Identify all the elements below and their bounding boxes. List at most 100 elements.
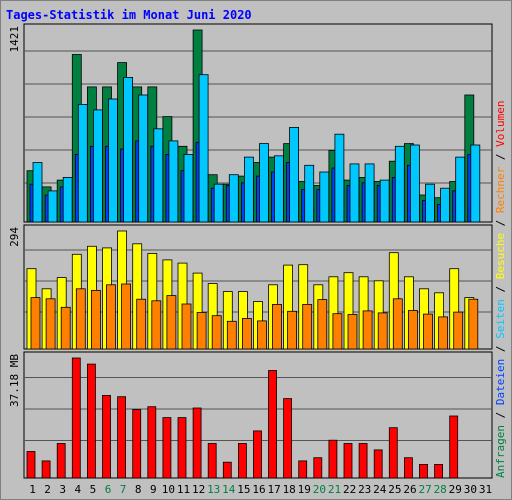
bar-volumen-day-13 bbox=[207, 443, 217, 479]
bar-rechner-day-16 bbox=[257, 320, 267, 350]
legend-entry: / bbox=[494, 286, 507, 299]
bar-rechner-day-14 bbox=[226, 320, 237, 350]
bar-rechner-day-22 bbox=[347, 314, 358, 350]
bar-rechner-day-18 bbox=[287, 310, 298, 350]
x-tick-label: 11 bbox=[177, 483, 190, 496]
bar-seiten-day-26 bbox=[409, 144, 420, 223]
bar-seiten-day-28 bbox=[440, 187, 451, 223]
bar-seiten-day-15 bbox=[243, 156, 254, 223]
legend-entry: / bbox=[494, 412, 507, 425]
bar-volumen-day-16 bbox=[253, 430, 262, 479]
bar-rechner-day-4 bbox=[75, 288, 86, 350]
bar-rechner-day-1 bbox=[30, 297, 41, 350]
bar-volumen-day-15 bbox=[237, 443, 247, 479]
right-legend: Anfragen / Dateien / Seiten / Besuche / … bbox=[494, 100, 507, 478]
bar-rechner-day-28 bbox=[438, 316, 449, 350]
panel-visits-ymax-label: 294 bbox=[8, 227, 21, 247]
x-tick-label: 22 bbox=[343, 483, 356, 496]
bar-rechner-day-10 bbox=[166, 295, 177, 350]
x-tick-label: 10 bbox=[162, 483, 175, 496]
legend-entry: Seiten bbox=[494, 299, 507, 345]
bar-volumen-day-29 bbox=[449, 415, 459, 479]
x-tick-label: 13 bbox=[207, 483, 220, 496]
legend-entry: / bbox=[494, 220, 507, 233]
bar-seiten-day-2 bbox=[47, 190, 58, 223]
bar-seiten-day-7 bbox=[123, 77, 133, 223]
bar-seiten-day-14 bbox=[228, 174, 239, 223]
bar-rechner-day-11 bbox=[181, 303, 192, 350]
x-tick-label: 15 bbox=[237, 483, 250, 496]
bar-rechner-day-15 bbox=[241, 318, 252, 350]
x-tick-label: 28 bbox=[434, 483, 447, 496]
bar-seiten-day-23 bbox=[364, 163, 375, 223]
bar-rechner-day-12 bbox=[196, 312, 207, 350]
x-tick-label: 12 bbox=[192, 483, 205, 496]
panel-visits: 294 bbox=[8, 224, 493, 350]
bar-rechner-day-24 bbox=[377, 312, 388, 350]
bar-seiten-day-29 bbox=[455, 156, 466, 223]
bar-volumen-day-4 bbox=[71, 357, 81, 479]
legend-entry: Dateien bbox=[494, 359, 507, 412]
x-tick-label: 25 bbox=[388, 483, 401, 496]
bar-seiten-day-11 bbox=[183, 153, 194, 223]
x-tick-label: 18 bbox=[283, 483, 296, 496]
bar-volumen-day-14 bbox=[222, 461, 232, 479]
bar-rechner-day-5 bbox=[91, 289, 101, 350]
x-tick-label: 21 bbox=[328, 483, 341, 496]
x-tick-label: 2 bbox=[44, 483, 51, 496]
x-tick-label: 16 bbox=[252, 483, 265, 496]
x-tick-label: 23 bbox=[358, 483, 371, 496]
bar-rechner-day-6 bbox=[106, 284, 116, 350]
bar-rechner-day-21 bbox=[332, 313, 343, 350]
bar-volumen-day-10 bbox=[162, 417, 172, 479]
x-axis-labels: 1 2 3 4 5 6 7 8 9 10 11 12 13 14 15 16 17 18 19 20 21 22 23 24 2… bbox=[29, 483, 492, 496]
bar-rechner-day-13 bbox=[211, 315, 222, 350]
bar-volumen-day-8 bbox=[132, 409, 142, 479]
x-tick-label: 19 bbox=[298, 483, 311, 496]
bar-rechner-day-7 bbox=[121, 283, 131, 350]
bar-volumen-day-24 bbox=[373, 449, 383, 479]
bar-seiten-day-21 bbox=[334, 133, 345, 223]
bar-rechner-day-25 bbox=[392, 298, 403, 350]
x-tick-label: 27 bbox=[418, 483, 431, 496]
x-tick-label: 6 bbox=[105, 483, 112, 496]
bar-volumen-day-1 bbox=[26, 451, 36, 479]
bar-volumen-day-5 bbox=[87, 363, 96, 479]
legend-entry: / bbox=[494, 153, 507, 166]
bar-seiten-day-20 bbox=[319, 171, 330, 223]
x-tick-label: 14 bbox=[222, 483, 236, 496]
bar-seiten-day-13 bbox=[213, 183, 224, 223]
bar-rechner-day-26 bbox=[407, 310, 418, 350]
bar-volumen-day-6 bbox=[102, 394, 111, 479]
x-tick-label: 1 bbox=[29, 483, 36, 496]
bar-seiten-day-8 bbox=[138, 94, 149, 223]
x-tick-label: 31 bbox=[479, 483, 492, 496]
legend-entry: Besuche bbox=[494, 233, 507, 286]
bar-volumen-day-2 bbox=[41, 460, 51, 479]
x-tick-label: 9 bbox=[150, 483, 157, 496]
bar-rechner-day-23 bbox=[362, 310, 373, 350]
bar-seiten-day-18 bbox=[289, 127, 300, 223]
bar-seiten-day-3 bbox=[62, 176, 73, 223]
x-tick-label: 8 bbox=[135, 483, 142, 496]
chart-panels: 1421 294 37.18 MB bbox=[8, 23, 493, 479]
bar-seiten-day-19 bbox=[304, 164, 315, 223]
bar-volumen-day-25 bbox=[388, 427, 398, 479]
bar-volumen-day-20 bbox=[313, 457, 323, 479]
bar-seiten-day-9 bbox=[153, 128, 164, 223]
x-tick-label: 24 bbox=[373, 483, 387, 496]
legend-entry: Rechner bbox=[494, 166, 507, 219]
bar-volumen-day-22 bbox=[343, 443, 353, 479]
bar-seiten-day-4 bbox=[77, 104, 88, 223]
legend-entry: / bbox=[494, 346, 507, 359]
bar-volumen-day-21 bbox=[328, 439, 338, 479]
bar-volumen-day-28 bbox=[434, 463, 444, 479]
x-tick-label: 7 bbox=[120, 483, 127, 496]
bar-volumen-day-12 bbox=[192, 407, 202, 479]
panel-volume-ymax-label: 37.18 MB bbox=[8, 354, 21, 407]
bar-seiten-day-6 bbox=[108, 98, 118, 223]
bar-seiten-day-30 bbox=[470, 144, 481, 223]
x-tick-label: 17 bbox=[267, 483, 280, 496]
bar-seiten-day-5 bbox=[93, 109, 103, 223]
